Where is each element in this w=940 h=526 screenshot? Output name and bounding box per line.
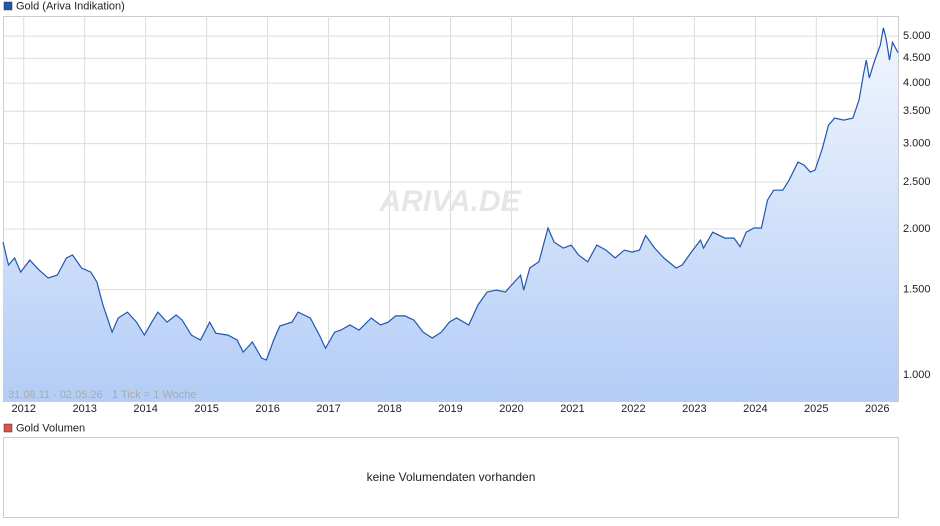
x-tick-label: 2015 xyxy=(194,403,218,415)
x-tick-label: 2017 xyxy=(316,403,340,415)
x-tick-label: 2020 xyxy=(499,403,523,415)
y-tick-label: 1.000 xyxy=(903,369,931,381)
line xyxy=(2,27,899,361)
x-tick-label: 2022 xyxy=(621,403,645,415)
x-tick-label: 2023 xyxy=(682,403,706,415)
y-tick-label: 2.000 xyxy=(903,223,931,235)
x-tick-label: 2014 xyxy=(133,403,157,415)
x-tick-label: 2016 xyxy=(255,403,279,415)
period-note: 31.08.11 - 02.05.26 xyxy=(8,389,103,401)
y-tick-label: 3.500 xyxy=(903,105,931,117)
volume-message: keine Volumendaten vorhanden xyxy=(367,470,536,484)
y-tick-label: 3.000 xyxy=(903,138,931,150)
tick-note: 1 Tick = 1 Woche xyxy=(112,389,196,401)
y-tick-label: 2.500 xyxy=(903,176,931,188)
x-tick-label: 2013 xyxy=(72,403,96,415)
volume-frame xyxy=(3,437,899,518)
x-tick-label: 2026 xyxy=(865,403,889,415)
legend-swatch xyxy=(3,1,13,11)
x-tick-label: 2021 xyxy=(560,403,584,415)
y-tick-label: 5.000 xyxy=(903,30,931,42)
legend-label: Gold (Ariva Indikation) xyxy=(16,0,125,12)
volume-legend-label: Gold Volumen xyxy=(16,422,85,434)
x-tick-label: 2018 xyxy=(377,403,401,415)
y-tick-label: 4.000 xyxy=(903,77,931,89)
y-tick-label: 4.500 xyxy=(903,52,931,64)
x-tick-label: 2024 xyxy=(743,403,767,415)
area xyxy=(3,27,898,402)
watermark: ARIVA.DE xyxy=(378,185,521,218)
x-tick-label: 2025 xyxy=(804,403,828,415)
x-tick-label: 2012 xyxy=(11,403,35,415)
legend-swatch xyxy=(3,423,13,433)
y-tick-label: 1.500 xyxy=(903,284,931,296)
x-tick-label: 2019 xyxy=(438,403,462,415)
